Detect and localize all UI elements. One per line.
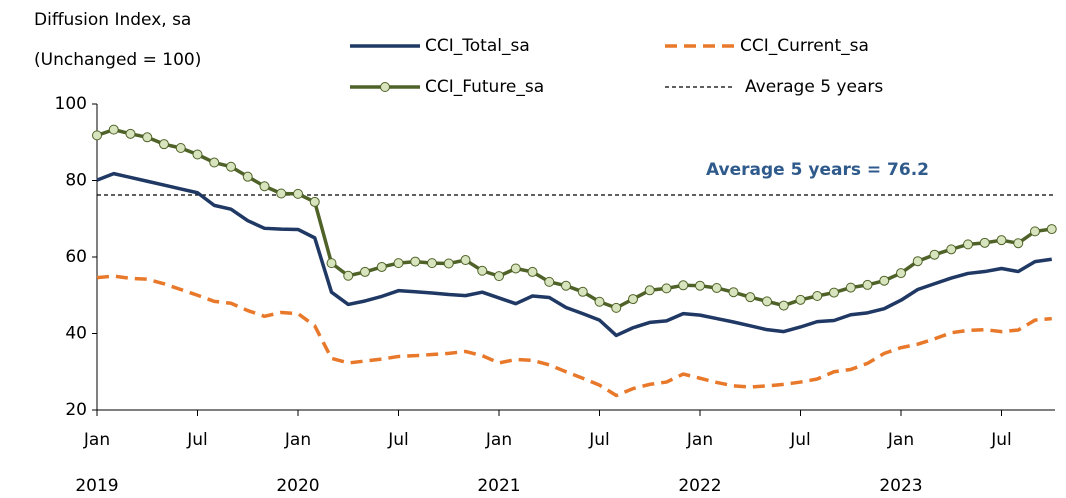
y-axis-title: Diffusion Index, sa <box>34 10 191 30</box>
series-line <box>96 274 1052 398</box>
series-marker <box>594 296 605 307</box>
series-marker <box>376 261 387 272</box>
series-marker <box>410 256 421 267</box>
series-marker <box>912 256 923 267</box>
y-tick-label: 100 <box>55 94 87 114</box>
x-tick-label: Jan <box>284 430 311 450</box>
series-marker <box>963 239 973 250</box>
legend-label: CCI_Future_sa <box>425 77 544 97</box>
series-marker <box>259 181 270 192</box>
series-marker <box>393 258 404 269</box>
series-marker <box>343 270 354 281</box>
series-marker <box>92 130 102 141</box>
series-marker <box>829 287 839 298</box>
series-marker <box>510 263 521 274</box>
x-tick-label: Jul <box>588 430 610 450</box>
series-marker <box>795 294 806 305</box>
series-line <box>96 127 1052 310</box>
series-marker <box>611 302 622 313</box>
series-marker <box>745 292 756 303</box>
series-marker <box>561 280 571 291</box>
x-tick-label: Jan <box>485 430 512 450</box>
x-year-label: 2019 <box>75 476 118 496</box>
annotation: Average 5 years = 76.2 <box>706 160 929 180</box>
series-marker <box>845 282 856 293</box>
series-marker <box>728 287 739 298</box>
series-marker <box>812 291 823 302</box>
series-marker <box>226 161 236 172</box>
series-marker <box>544 276 555 287</box>
legend-label: CCI_Total_sa <box>425 36 530 56</box>
series-marker <box>159 139 169 150</box>
series-marker <box>778 300 789 311</box>
x-year-label: 2023 <box>879 476 922 496</box>
series-marker <box>862 279 873 290</box>
series-marker <box>929 249 940 260</box>
x-year-label: 2020 <box>276 476 319 496</box>
series-marker <box>326 258 337 269</box>
series-marker <box>1046 224 1057 235</box>
series-marker <box>477 265 488 276</box>
series-marker <box>711 282 722 293</box>
x-year-label: 2022 <box>678 476 721 496</box>
series-marker <box>309 196 320 207</box>
series-marker <box>427 258 437 269</box>
y-tick-label: 80 <box>65 171 87 191</box>
legend-marker <box>380 82 390 92</box>
legend-label: Average 5 years <box>745 77 883 97</box>
x-tick-label: Jan <box>686 430 713 450</box>
x-tick-label: Jul <box>186 430 208 450</box>
series-marker <box>443 258 454 269</box>
series-marker <box>293 188 303 199</box>
series-marker <box>175 142 186 153</box>
x-tick-label: Jan <box>83 430 110 450</box>
series-marker <box>192 149 203 160</box>
series-marker <box>125 128 136 139</box>
series-marker <box>142 132 153 143</box>
series-marker <box>577 286 588 297</box>
y-tick-label: 60 <box>65 247 87 267</box>
series-marker <box>360 266 370 277</box>
series-marker <box>276 188 287 199</box>
series-marker <box>661 283 672 294</box>
series-marker <box>946 244 957 255</box>
series-marker <box>678 280 689 291</box>
x-tick-label: Jul <box>387 430 409 450</box>
series-marker <box>494 271 504 282</box>
series-marker <box>209 157 220 168</box>
series-marker <box>1013 238 1024 249</box>
series-marker <box>979 237 990 248</box>
y-tick-label: 40 <box>65 324 87 344</box>
x-tick-label: Jul <box>789 430 811 450</box>
series-marker <box>996 235 1007 246</box>
y-tick-label: 20 <box>65 400 87 420</box>
series-marker <box>896 268 906 279</box>
x-tick-label: Jul <box>990 430 1012 450</box>
series-marker <box>762 296 772 307</box>
series-marker <box>695 280 705 291</box>
legend-label: CCI_Current_sa <box>740 36 869 56</box>
series-marker <box>879 275 890 286</box>
series-marker <box>460 255 471 266</box>
x-year-label: 2021 <box>477 476 520 496</box>
series-marker <box>108 124 119 135</box>
series-line <box>96 171 1052 338</box>
series-marker <box>242 171 253 182</box>
series-marker <box>628 294 638 305</box>
x-tick-label: Jan <box>887 430 914 450</box>
y-axis-title: (Unchanged = 100) <box>34 50 201 70</box>
series-marker <box>1030 226 1040 237</box>
series-marker <box>644 285 655 296</box>
series-marker <box>527 266 538 277</box>
